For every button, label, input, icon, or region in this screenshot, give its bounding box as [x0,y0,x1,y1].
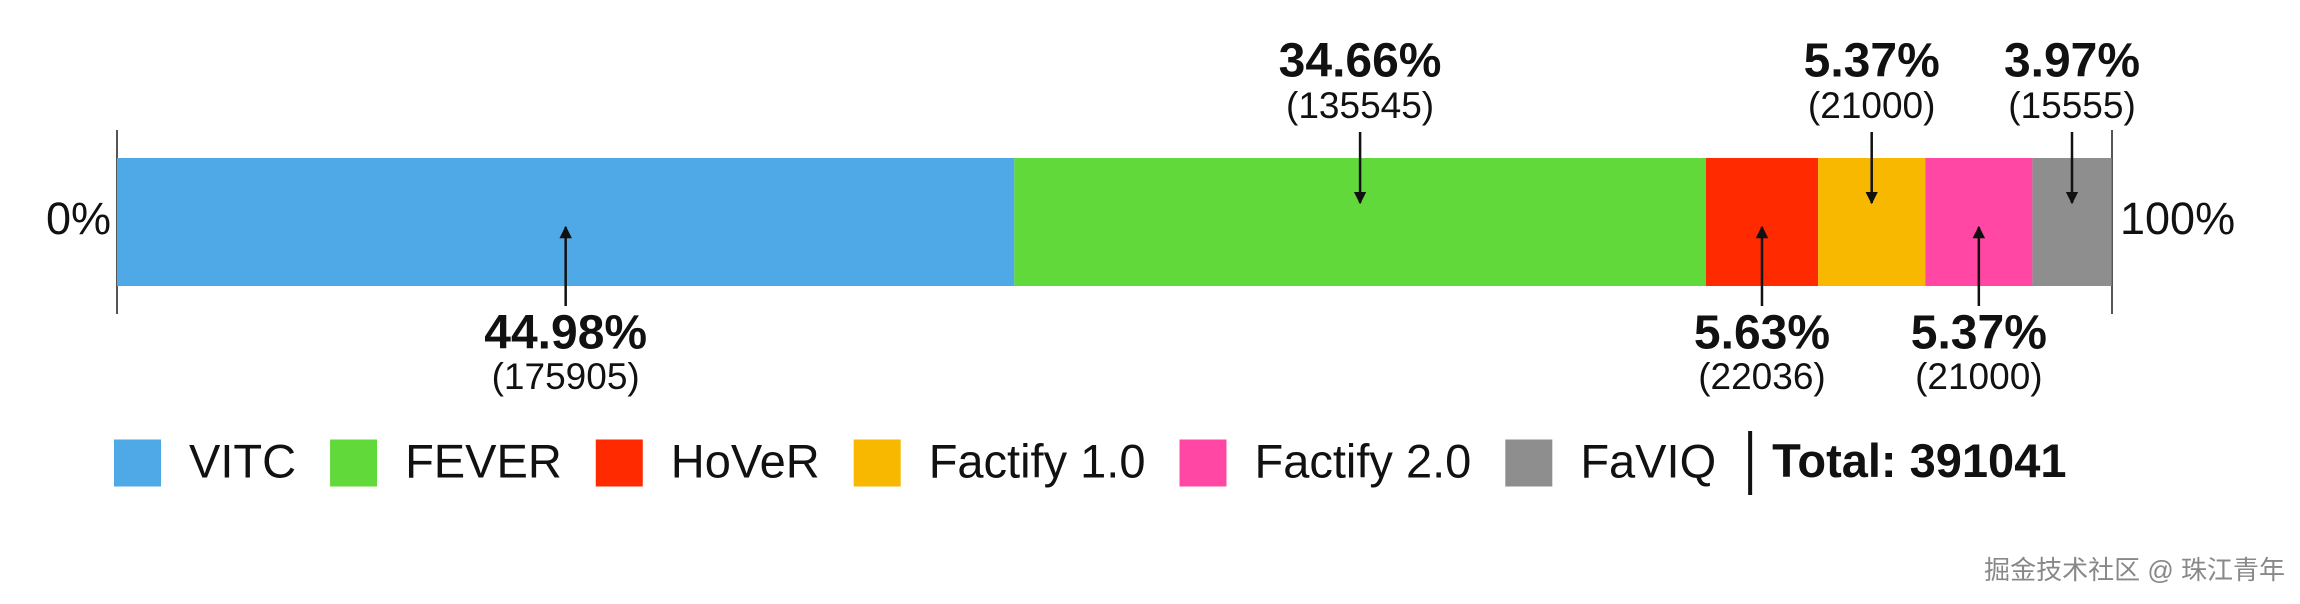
legend-swatch [114,439,161,487]
total-label: Total: 391041 [1772,434,2066,487]
tick-label: 0% [46,193,111,244]
legend-swatch [853,439,901,487]
count-label: (15555) [2008,85,2136,126]
value-label: 3.97% [2004,35,2140,88]
total-prefix: Total: [1772,434,1896,487]
tick-label: 100% [2120,193,2235,244]
value-label: 5.63% [1694,307,1830,360]
count-label: (21000) [1808,85,1936,126]
value-label: 34.66% [1279,35,1442,88]
count-label: (21000) [1915,356,2043,397]
watermark: 掘金技术社区 @ 珠江青年 [1984,555,2285,585]
count-label: (175905) [492,356,640,397]
legend-swatch [1179,439,1227,487]
legend-label: Factify 2.0 [1255,434,1472,487]
legend-swatch [330,439,378,487]
legend-swatch [595,439,643,487]
value-label: 44.98% [484,307,647,360]
legend-label: FEVER [405,434,562,487]
legend-label: VITC [189,434,296,487]
legend-swatch [1505,439,1553,487]
legend-label: Factify 1.0 [929,434,1146,487]
legend-label: HoVeR [671,434,820,487]
count-label: (22036) [1698,356,1826,397]
count-label: (135545) [1286,85,1434,126]
total-value: 391041 [1910,434,2067,487]
value-label: 5.37% [1911,307,2047,360]
legend-label: FaVIQ [1580,434,1716,487]
value-label: 5.37% [1804,35,1940,88]
